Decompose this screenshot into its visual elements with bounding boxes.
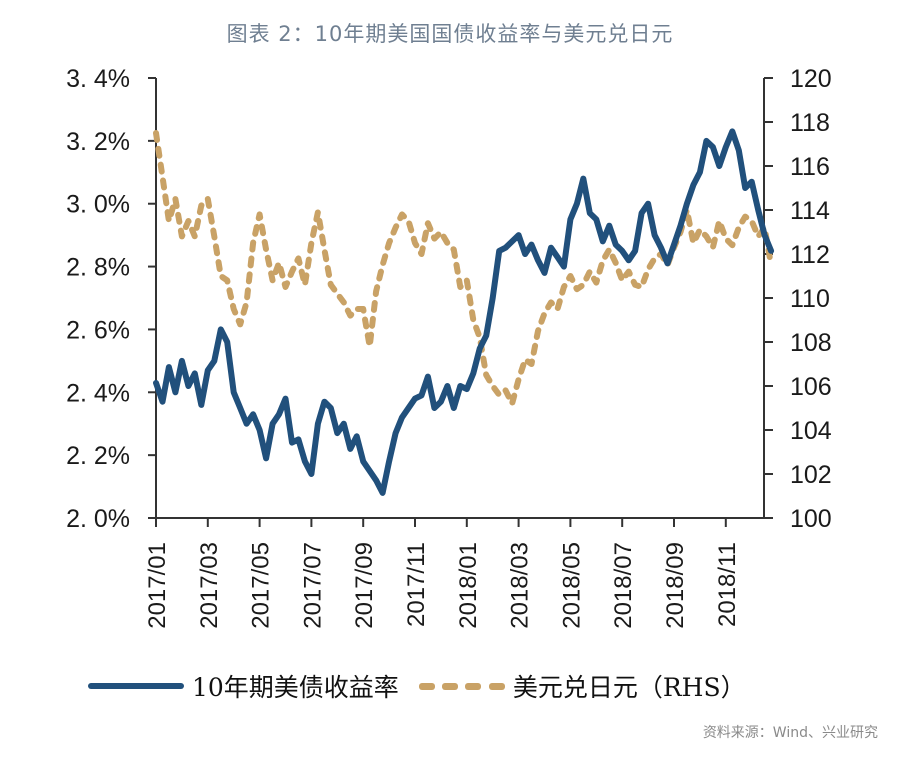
right-tick-label: 120 <box>790 65 832 93</box>
x-tick-label: 2018/03 <box>507 542 534 629</box>
left-tick-label: 2. 0% <box>66 505 130 533</box>
right-tick-label: 106 <box>790 373 832 401</box>
legend-label-yield: 10年期美债收益率 <box>192 673 399 702</box>
right-tick-label: 116 <box>790 153 830 181</box>
series-line-us10y-yield <box>153 128 775 496</box>
left-tick-label: 2. 4% <box>66 379 130 407</box>
left-tick-label: 2. 8% <box>66 254 130 282</box>
x-tick-label: 2017/09 <box>351 542 378 629</box>
legend: 10年期美债收益率 美元兑日元（RHS） <box>88 668 756 704</box>
x-tick-label: 2017/01 <box>144 542 171 629</box>
axes <box>148 77 773 527</box>
source-note: 资料来源：Wind、兴业研究 <box>702 725 878 741</box>
right-tick-label: 108 <box>790 329 832 357</box>
series-layer <box>153 128 775 496</box>
x-tick-label: 2018/11 <box>714 542 741 627</box>
x-tick-label: 2017/05 <box>248 542 275 629</box>
left-tick-label: 3. 4% <box>66 65 130 93</box>
x-tick-label: 2017/03 <box>196 542 223 629</box>
legend-label-usdjpy: 美元兑日元（RHS） <box>512 673 746 702</box>
x-tick-label: 2017/11 <box>403 542 430 627</box>
series-line-usdjpy <box>153 130 775 407</box>
right-tick-label: 100 <box>790 505 832 533</box>
left-tick-label: 3. 2% <box>66 128 130 156</box>
right-tick-label: 114 <box>790 197 830 225</box>
legend-swatch-dashed <box>418 682 505 690</box>
left-tick-label: 2. 2% <box>66 442 130 470</box>
left-tick-label: 3. 0% <box>66 191 130 219</box>
x-tick-label: 2018/09 <box>662 542 689 629</box>
x-tick-label: 2018/01 <box>455 542 482 629</box>
x-tick-label: 2018/07 <box>610 542 637 629</box>
x-tick-label: 2018/05 <box>558 542 585 629</box>
tick-labels: 2. 0% 2. 2% 2. 4% 2. 6% 2. 8% 3. 0% 3. 2% 3. 4%… <box>66 65 832 629</box>
left-tick-label: 2. 6% <box>66 316 130 344</box>
right-tick-label: 112 <box>790 241 830 269</box>
right-tick-label: 118 <box>790 109 830 137</box>
x-tick-label: 2017/07 <box>299 542 326 629</box>
right-tick-label: 104 <box>790 417 832 445</box>
chart-title: 图表 2：10年期美国国债收益率与美元兑日元 <box>226 22 674 46</box>
right-tick-label: 110 <box>790 285 830 313</box>
legend-item-yield: 10年期美债收益率 <box>88 668 409 704</box>
legend-swatch-solid <box>88 683 184 689</box>
right-tick-label: 102 <box>790 461 832 489</box>
legend-item-usdjpy: 美元兑日元（RHS） <box>409 668 756 704</box>
